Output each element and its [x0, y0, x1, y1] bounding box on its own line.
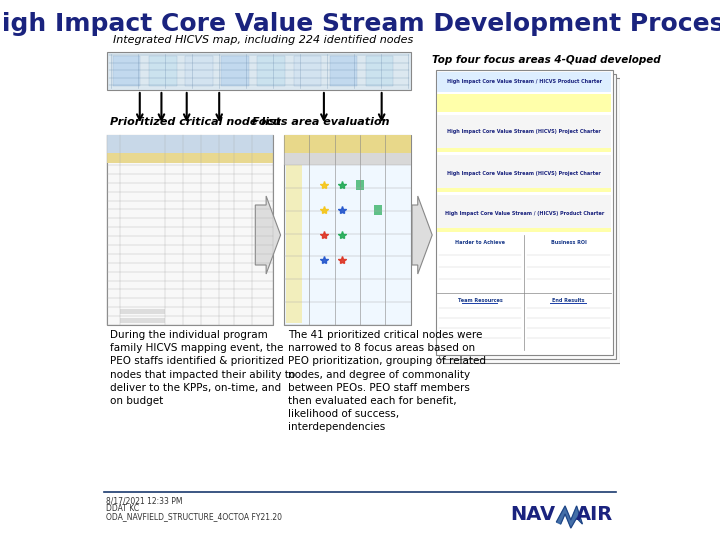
- Text: Focus area evaluation: Focus area evaluation: [251, 117, 389, 127]
- Bar: [437, 148, 611, 152]
- Text: High Impact Core Value Stream (HICVS) Project Charter: High Impact Core Value Stream (HICVS) Pr…: [447, 171, 601, 176]
- Bar: [356, 180, 364, 190]
- FancyArrow shape: [256, 196, 281, 274]
- Bar: [330, 56, 357, 86]
- Bar: [286, 165, 302, 323]
- Bar: [366, 56, 393, 86]
- Text: End Results: End Results: [552, 298, 585, 303]
- Bar: [437, 155, 611, 190]
- Text: AIR: AIR: [575, 505, 613, 524]
- Bar: [107, 135, 274, 325]
- Bar: [436, 70, 613, 355]
- Text: NAV: NAV: [510, 505, 555, 524]
- Bar: [294, 56, 321, 86]
- Bar: [284, 153, 410, 165]
- Text: DDAT KC: DDAT KC: [106, 504, 139, 513]
- Bar: [120, 309, 165, 314]
- Bar: [437, 115, 611, 150]
- Text: High Impact Core Value Stream / (HICVS) Product Charter: High Impact Core Value Stream / (HICVS) …: [445, 211, 604, 215]
- Text: The 41 prioritized critical nodes were
narrowed to 8 focus areas based on
PEO pr: The 41 prioritized critical nodes were n…: [288, 330, 486, 433]
- Bar: [120, 318, 165, 323]
- Text: 8/17/2021 12:33 PM: 8/17/2021 12:33 PM: [106, 496, 182, 505]
- Bar: [437, 195, 611, 230]
- Text: Prioritized critical node list: Prioritized critical node list: [110, 117, 282, 127]
- FancyArrow shape: [412, 196, 432, 274]
- Text: ODA_NAVFIELD_STRUCTURE_4OCTOA FY21.20: ODA_NAVFIELD_STRUCTURE_4OCTOA FY21.20: [106, 512, 282, 521]
- Text: During the individual program
family HICVS mapping event, the
PEO staffs identif: During the individual program family HIC…: [110, 330, 295, 406]
- Text: High Impact Core Value Stream / HICVS Product Charter: High Impact Core Value Stream / HICVS Pr…: [447, 79, 602, 84]
- Text: Top four focus areas 4-Quad developed: Top four focus areas 4-Quad developed: [432, 55, 661, 65]
- Text: Harder to Achieve: Harder to Achieve: [455, 240, 505, 246]
- Text: Business ROI: Business ROI: [551, 240, 586, 246]
- Bar: [437, 228, 611, 232]
- Bar: [185, 56, 212, 86]
- Bar: [437, 94, 611, 112]
- Text: High Impact Core Value Stream Development Process: High Impact Core Value Stream Developmen…: [0, 12, 720, 36]
- Bar: [107, 52, 410, 90]
- Text: Team Resources: Team Resources: [458, 298, 503, 303]
- Bar: [284, 135, 410, 153]
- Bar: [113, 56, 140, 86]
- Text: Integrated HICVS map, including 224 identified nodes: Integrated HICVS map, including 224 iden…: [113, 35, 413, 45]
- Bar: [107, 135, 274, 153]
- Bar: [107, 153, 274, 163]
- Bar: [437, 188, 611, 192]
- Bar: [374, 205, 382, 215]
- Bar: [439, 74, 616, 359]
- Bar: [284, 135, 410, 325]
- Bar: [221, 56, 249, 86]
- Bar: [149, 56, 176, 86]
- Text: High Impact Core Value Stream (HICVS) Project Charter: High Impact Core Value Stream (HICVS) Pr…: [447, 130, 601, 134]
- Bar: [258, 56, 285, 86]
- Bar: [437, 72, 611, 92]
- Polygon shape: [557, 506, 582, 528]
- Bar: [443, 78, 620, 363]
